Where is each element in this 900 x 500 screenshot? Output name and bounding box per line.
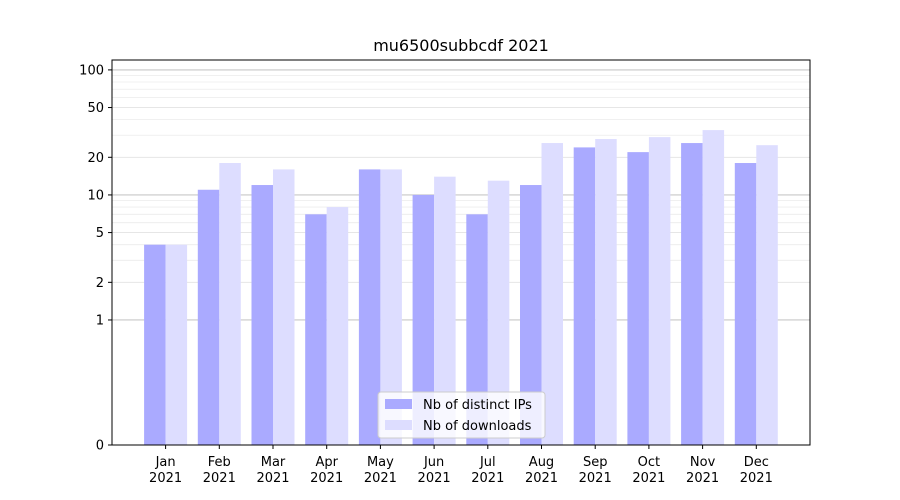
bar-distinct-ips — [466, 214, 488, 445]
bars — [144, 130, 778, 446]
bar-downloads — [648, 137, 671, 445]
y-tick-label: 100 — [79, 63, 104, 78]
bar-downloads — [541, 143, 563, 445]
bar-downloads — [434, 176, 456, 445]
legend-label: Nb of downloads — [423, 419, 532, 434]
x-tick-label: Feb 2021 — [203, 455, 236, 486]
x-tick-label: Mar 2021 — [256, 455, 289, 486]
y-tick-label: 0 — [96, 439, 104, 454]
chart-title: mu6500subbcdf 2021 — [373, 36, 549, 55]
x-tick-label: Aug 2021 — [525, 455, 558, 486]
x-tick-label: May 2021 — [364, 455, 397, 486]
bar-distinct-ips — [573, 147, 596, 446]
x-tick-label: Nov 2021 — [686, 455, 719, 486]
y-tick-label: 2 — [96, 276, 104, 291]
legend-label: Nb of distinct IPs — [423, 398, 532, 413]
bar-downloads — [487, 180, 510, 445]
x-tick-label: Sep 2021 — [579, 455, 612, 486]
y-tick-label: 1 — [96, 313, 104, 328]
bar-downloads — [165, 244, 188, 445]
bar-downloads — [595, 139, 617, 445]
x-tick-label: Oct 2021 — [632, 455, 665, 486]
x-tick-label: Jul 2021 — [471, 455, 504, 486]
y-tick-label: 5 — [96, 226, 104, 241]
bar-distinct-ips — [734, 163, 757, 445]
x-axis: Jan 2021 Feb 2021 Mar 2021 Apr 2021 May 2021 Jun 20… — [149, 445, 773, 486]
legend: Nb of distinct IPs Nb of downloads — [377, 391, 546, 439]
x-tick-label: Jun 2021 — [418, 455, 451, 486]
bar-distinct-ips — [412, 194, 435, 445]
bar-distinct-ips — [681, 143, 703, 445]
y-axis: 0 1 2 5 10 20 50 100 — [79, 63, 112, 454]
y-tick-label: 50 — [87, 101, 104, 116]
x-tick-label: Apr 2021 — [310, 455, 343, 486]
bar-downloads — [380, 169, 402, 445]
legend-box — [377, 391, 546, 439]
plot-area — [111, 59, 811, 446]
bar-downloads — [702, 130, 725, 445]
bar-downloads — [219, 163, 241, 445]
y-tick-label: 10 — [87, 188, 104, 203]
bar-distinct-ips — [358, 169, 381, 445]
bar-distinct-ips — [627, 152, 649, 445]
bar-downloads — [273, 169, 295, 445]
bar-distinct-ips — [144, 244, 166, 445]
bar-downloads — [756, 145, 778, 445]
bar-distinct-ips — [520, 185, 542, 445]
y-tick-label: 20 — [87, 151, 104, 166]
bar-distinct-ips — [305, 214, 327, 445]
legend-swatch — [385, 420, 412, 430]
x-tick-label: Jan 2021 — [149, 455, 182, 486]
x-tick-label: Dec 2021 — [740, 455, 773, 486]
bar-downloads — [326, 207, 349, 445]
bar-distinct-ips — [197, 189, 220, 445]
bar-distinct-ips — [251, 185, 273, 445]
legend-swatch — [385, 399, 412, 409]
